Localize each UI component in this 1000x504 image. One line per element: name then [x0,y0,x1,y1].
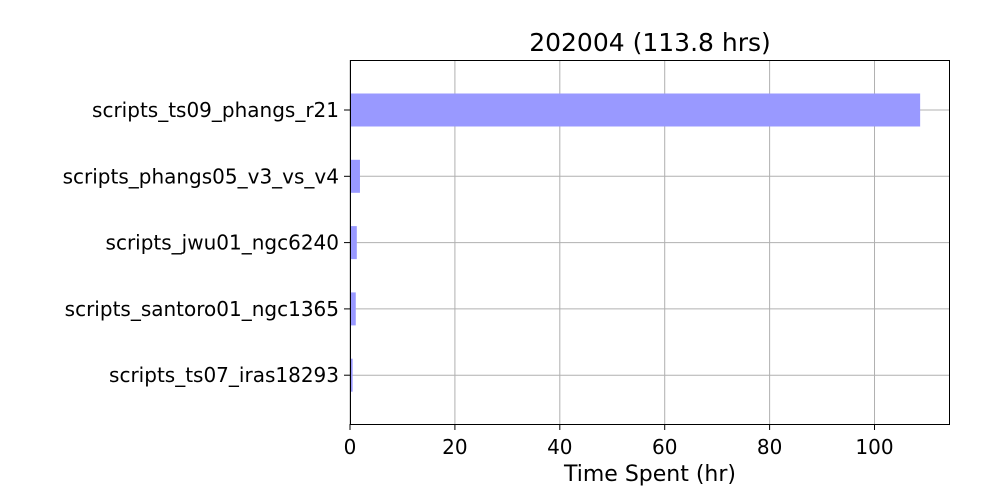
x-tick-label: 80 [757,435,782,459]
x-tick-label: 60 [652,435,677,459]
bar [350,292,356,326]
bar [350,226,357,260]
y-tick-label: scripts_jwu01_ngc6240 [106,231,339,255]
y-tick-label: scripts_ts07_iras18293 [109,363,339,387]
plot-frame [350,60,950,425]
x-axis-label: Time Spent (hr) [563,462,736,487]
bar [350,159,360,193]
bar [350,358,353,392]
x-tick-label: 20 [442,435,467,459]
chart-title: 202004 (113.8 hrs) [529,28,771,57]
y-tick-label: scripts_phangs05_v3_vs_v4 [63,164,339,188]
y-tick-label: scripts_ts09_phangs_r21 [92,98,339,122]
y-tick-label: scripts_santoro01_ngc1365 [65,297,339,321]
axis-ticks: 0 20 40 60 80 100 scripts_ts09_phangs_r21scrip… [63,98,894,459]
x-tick-label: 0 [344,435,357,459]
x-tick-label: 100 [855,435,893,459]
bars [350,93,921,392]
x-tick-label: 40 [547,435,572,459]
bar [350,93,921,127]
